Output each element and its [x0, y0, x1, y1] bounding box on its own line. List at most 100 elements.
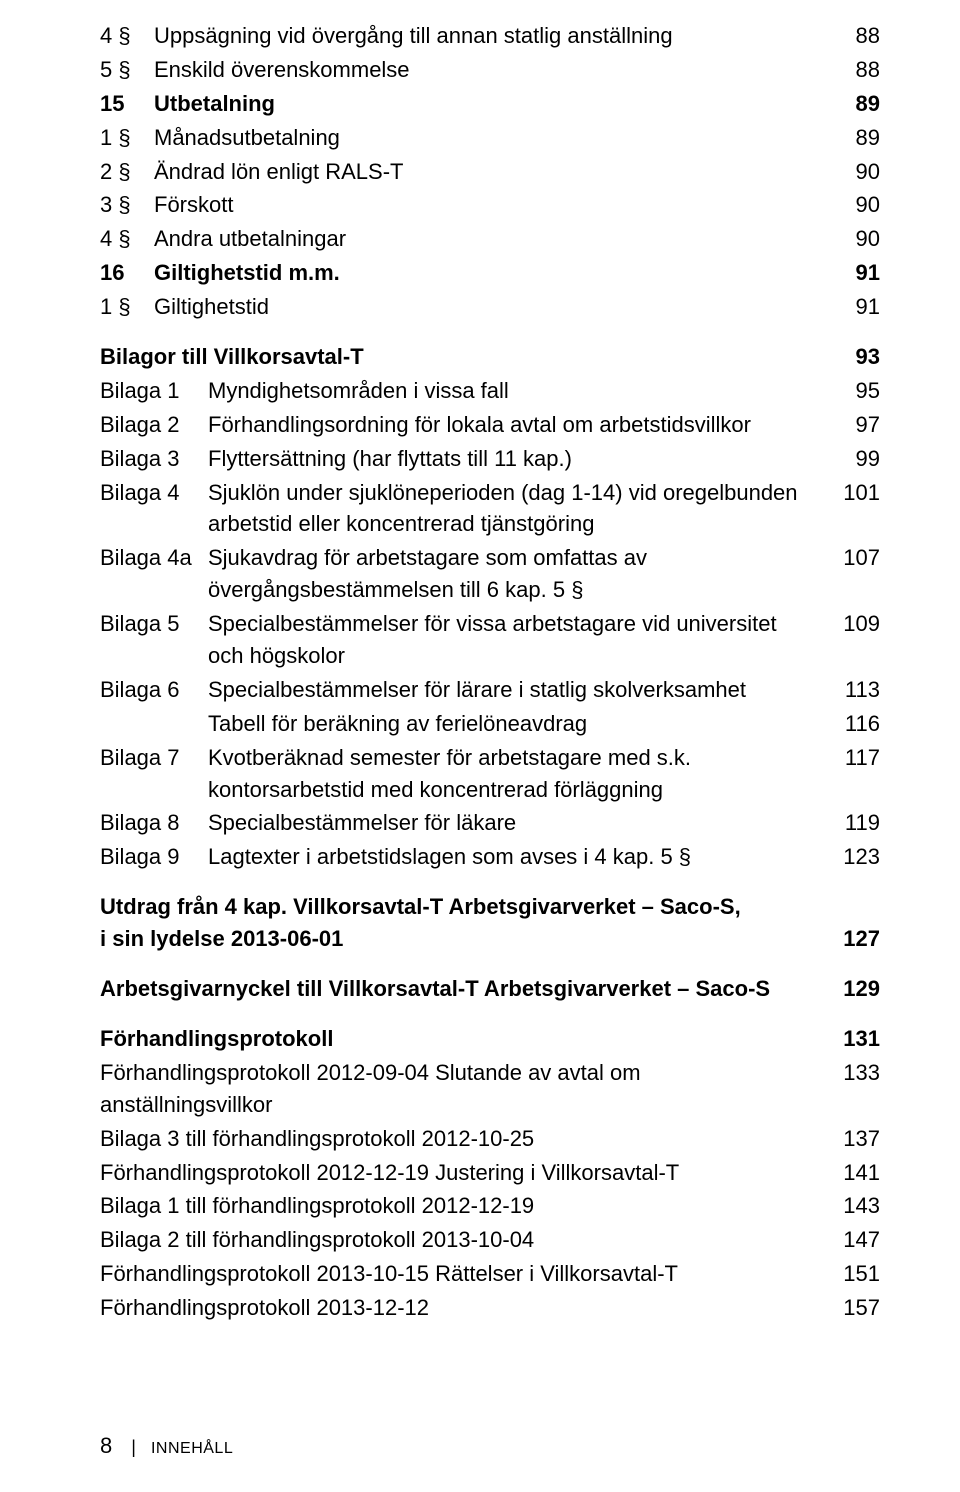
- toc-title: Bilagor till Villkorsavtal-T: [100, 341, 834, 373]
- toc-page: 91: [834, 257, 880, 289]
- toc-page: 116: [834, 708, 880, 740]
- toc-row: Förhandlingsprotokoll 2012-09-04 Slutand…: [100, 1057, 880, 1121]
- toc-title: Ändrad lön enligt RALS-T: [154, 156, 834, 188]
- toc-row: Bilaga 2Förhandlingsordning för lokala a…: [100, 409, 880, 441]
- toc-num: 16: [100, 257, 154, 289]
- toc-block-forhandling: Förhandlingsprotokoll 131 Förhandlingspr…: [100, 1023, 880, 1324]
- toc-page: 141: [834, 1157, 880, 1189]
- toc-title: Flyttersättning (har flyttats till 11 ka…: [208, 443, 834, 475]
- toc-num: 15: [100, 88, 154, 120]
- toc-title: Förhandlingsprotokoll 2012-12-19 Justeri…: [100, 1157, 834, 1189]
- toc-row: Bilaga 9Lagtexter i arbetstidslagen som …: [100, 841, 880, 873]
- toc-title: Bilaga 1 till förhandlingsprotokoll 2012…: [100, 1190, 834, 1222]
- toc-title: Specialbestämmelser för lärare i statlig…: [208, 674, 834, 706]
- toc-row: Bilaga 2 till förhandlingsprotokoll 2013…: [100, 1224, 880, 1256]
- toc-title: Sjukavdrag för arbetstagare som omfattas…: [208, 542, 834, 606]
- toc-title: Sjuklön under sjuklöneperioden (dag 1-14…: [208, 477, 834, 541]
- toc-row: 4 §Uppsägning vid övergång till annan st…: [100, 20, 880, 52]
- toc-num: 5 §: [100, 54, 154, 86]
- toc-page: 127: [834, 923, 880, 955]
- toc-block-utdrag: Utdrag från 4 kap. Villkorsavtal-T Arbet…: [100, 891, 880, 955]
- toc-page: 90: [834, 156, 880, 188]
- toc-row: 1 §Månadsutbetalning89: [100, 122, 880, 154]
- toc-row: Förhandlingsprotokoll 2012-12-19 Justeri…: [100, 1157, 880, 1189]
- toc-row: 15Utbetalning89: [100, 88, 880, 120]
- toc-num: Bilaga 2: [100, 409, 208, 441]
- toc-title: Arbetsgivarnyckel till Villkorsavtal-T A…: [100, 973, 834, 1005]
- toc-row: Bilaga 3Flyttersättning (har flyttats ti…: [100, 443, 880, 475]
- footer-label: INNEHÅLL: [151, 1440, 233, 1457]
- toc-title: Myndighetsområden i vissa fall: [208, 375, 834, 407]
- toc-title: Tabell för beräkning av ferielöneavdrag: [208, 708, 834, 740]
- toc-num: Bilaga 1: [100, 375, 208, 407]
- toc-block-arbetsgivarnyckel: Arbetsgivarnyckel till Villkorsavtal-T A…: [100, 973, 880, 1005]
- toc-page: 117: [834, 742, 880, 774]
- toc-title: Andra utbetalningar: [154, 223, 834, 255]
- toc-num: 2 §: [100, 156, 154, 188]
- utdrag-line2-row: i sin lydelse 2013-06-01 127: [100, 923, 880, 955]
- toc-title: Förhandlingsprotokoll 2012-09-04 Slutand…: [100, 1057, 834, 1121]
- utdrag-line1: Utdrag från 4 kap. Villkorsavtal-T Arbet…: [100, 891, 880, 923]
- toc-num: Bilaga 5: [100, 608, 208, 672]
- toc-title: Uppsägning vid övergång till annan statl…: [154, 20, 834, 52]
- toc-page: 90: [834, 189, 880, 221]
- toc-row: 4 §Andra utbetalningar90: [100, 223, 880, 255]
- toc-row: 3 §Förskott90: [100, 189, 880, 221]
- toc-num: [100, 708, 208, 740]
- toc-row: Tabell för beräkning av ferielöneavdrag1…: [100, 708, 880, 740]
- toc-page: 131: [834, 1023, 880, 1055]
- toc-title: Förhandlingsprotokoll 2013-10-15 Rättels…: [100, 1258, 834, 1290]
- toc-page: 143: [834, 1190, 880, 1222]
- toc-row: Bilaga 1Myndighetsområden i vissa fall95: [100, 375, 880, 407]
- toc-page: 88: [834, 54, 880, 86]
- bilagor-header: Bilagor till Villkorsavtal-T 93: [100, 341, 880, 373]
- toc-row: Bilaga 6Specialbestämmelser för lärare i…: [100, 674, 880, 706]
- toc-row: Förhandlingsprotokoll 2013-10-15 Rättels…: [100, 1258, 880, 1290]
- toc-row: 16Giltighetstid m.m.91: [100, 257, 880, 289]
- toc-row: Förhandlingsprotokoll 2013-12-12157: [100, 1292, 880, 1324]
- toc-page: 91: [834, 291, 880, 323]
- toc-num: 4 §: [100, 223, 154, 255]
- toc-page: 109: [834, 608, 880, 640]
- toc-page: 123: [834, 841, 880, 873]
- toc-block-sections: 4 §Uppsägning vid övergång till annan st…: [100, 20, 880, 323]
- toc-row: Bilaga 4aSjukavdrag för arbetstagare som…: [100, 542, 880, 606]
- toc-page: 137: [834, 1123, 880, 1155]
- toc-title: Utbetalning: [154, 88, 834, 120]
- toc-num: 4 §: [100, 20, 154, 52]
- toc-title: Specialbestämmelser för läkare: [208, 807, 834, 839]
- toc-page: 147: [834, 1224, 880, 1256]
- toc-title: Bilaga 3 till förhandlingsprotokoll 2012…: [100, 1123, 834, 1155]
- arbetsgivarnyckel-row: Arbetsgivarnyckel till Villkorsavtal-T A…: [100, 973, 880, 1005]
- toc-title: Enskild överenskommelse: [154, 54, 834, 86]
- toc-num: 3 §: [100, 189, 154, 221]
- page-footer: 8 | INNEHÅLL: [100, 1430, 233, 1462]
- toc-page: 151: [834, 1258, 880, 1290]
- toc-title: Giltighetstid: [154, 291, 834, 323]
- toc-title: Förskott: [154, 189, 834, 221]
- toc-num: Bilaga 7: [100, 742, 208, 806]
- toc-num: Bilaga 4: [100, 477, 208, 541]
- toc-page: 133: [834, 1057, 880, 1089]
- toc-title: Månadsutbetalning: [154, 122, 834, 154]
- toc-row: 1 §Giltighetstid91: [100, 291, 880, 323]
- toc-block-bilagor: Bilagor till Villkorsavtal-T 93 Bilaga 1…: [100, 341, 880, 873]
- toc-page: 101: [834, 477, 880, 509]
- toc-num: 1 §: [100, 291, 154, 323]
- toc-page: 107: [834, 542, 880, 574]
- toc-page: 89: [834, 88, 880, 120]
- toc-row: 5 §Enskild överenskommelse88: [100, 54, 880, 86]
- toc-title: i sin lydelse 2013-06-01: [100, 923, 834, 955]
- toc-title: Förhandlingsordning för lokala avtal om …: [208, 409, 834, 441]
- toc-num: Bilaga 3: [100, 443, 208, 475]
- toc-title: Förhandlingsprotokoll: [100, 1023, 834, 1055]
- toc-num: 1 §: [100, 122, 154, 154]
- toc-num: Bilaga 9: [100, 841, 208, 873]
- toc-num: Bilaga 8: [100, 807, 208, 839]
- toc-page: 93: [834, 341, 880, 373]
- toc-title: Förhandlingsprotokoll 2013-12-12: [100, 1292, 834, 1324]
- toc-page: 113: [834, 674, 880, 706]
- toc-num: Bilaga 4a: [100, 542, 208, 606]
- toc-row: Bilaga 5Specialbestämmelser för vissa ar…: [100, 608, 880, 672]
- toc-page: 97: [834, 409, 880, 441]
